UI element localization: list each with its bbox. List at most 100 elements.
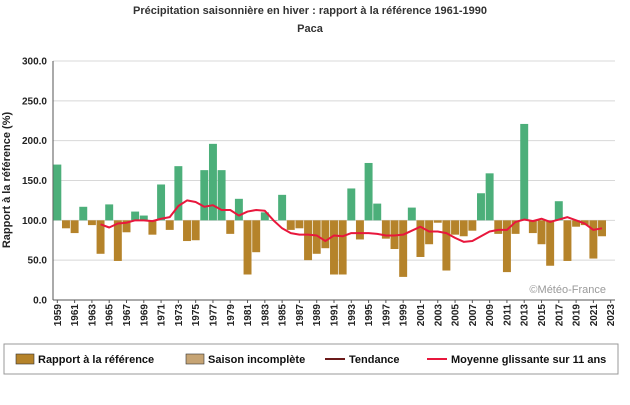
x-tick-label: 1987	[295, 304, 306, 327]
chart-subtitle: Paca	[297, 23, 324, 35]
bar	[520, 123, 529, 221]
bar	[304, 220, 313, 261]
x-tick-label: 2003	[433, 304, 444, 327]
bar	[105, 204, 114, 221]
bar	[442, 220, 451, 271]
watermark: ©Météo-France	[529, 284, 606, 296]
y-tick-label: 50.0	[28, 256, 48, 267]
bar	[537, 220, 546, 245]
x-tick-label: 1965	[105, 304, 116, 327]
bar	[252, 220, 261, 253]
bar	[347, 188, 356, 221]
legend-item-incomplete: Saison incomplète	[185, 353, 305, 366]
bar	[139, 215, 148, 221]
legend-frame	[3, 343, 619, 375]
bar	[416, 220, 425, 257]
x-tick-label: 1977	[208, 304, 219, 327]
bar	[260, 212, 269, 221]
x-tick-label: 1969	[139, 304, 150, 327]
x-tick-label: 1985	[278, 304, 289, 327]
x-tick-label: 2013	[520, 304, 531, 327]
bar	[200, 170, 209, 221]
x-tick-label: 1999	[399, 304, 410, 327]
bar	[546, 220, 555, 266]
x-tick-label: 1979	[226, 304, 237, 327]
bar	[528, 220, 537, 234]
bar	[208, 143, 217, 221]
bar	[113, 220, 122, 261]
bar	[563, 220, 572, 261]
bar	[494, 220, 503, 234]
x-tick-label: 1975	[191, 304, 202, 327]
bar	[234, 198, 243, 221]
bar	[53, 164, 62, 221]
bar	[589, 220, 598, 259]
bar	[554, 201, 563, 221]
x-tick-label: 1959	[53, 304, 64, 327]
bar	[191, 220, 200, 241]
bar	[321, 220, 330, 249]
legend-label-incomplete: Saison incomplète	[208, 354, 305, 366]
x-tick-label: 2023	[606, 304, 617, 327]
bar	[295, 220, 304, 229]
bar	[278, 194, 287, 221]
legend-label-tendance: Tendance	[349, 354, 400, 366]
bar	[226, 220, 235, 234]
bar	[148, 220, 157, 235]
bar	[174, 166, 183, 221]
bar	[451, 220, 460, 235]
y-axis-label: Rapport à la référence (%)	[1, 112, 13, 249]
bar	[373, 203, 382, 221]
x-tick-label: 2011	[502, 304, 513, 326]
x-tick-label: 2001	[416, 304, 427, 327]
x-tick-label: 2015	[537, 304, 548, 327]
x-tick-label: 1967	[122, 304, 133, 327]
bar	[312, 220, 321, 254]
bar	[165, 220, 174, 230]
x-axis-ticks: 1959 1961 1963 1965 1967 1969 1971 1973 1975 1977…	[53, 300, 617, 326]
bar	[122, 220, 131, 233]
bars	[53, 123, 606, 277]
y-tick-label: 300.0	[22, 57, 47, 68]
bar	[131, 211, 140, 221]
bar	[477, 193, 485, 221]
legend-swatch-incomplete	[185, 353, 205, 365]
bar	[355, 220, 364, 240]
x-tick-label: 1971	[157, 304, 168, 327]
y-axis-ticks: 0.0 50.0 100.0 150.0 200.0 250.0 300.0	[22, 57, 47, 307]
x-tick-label: 1997	[381, 304, 392, 327]
bar	[157, 184, 166, 221]
x-tick-label: 1989	[312, 304, 323, 327]
bar	[330, 220, 338, 275]
bar	[502, 220, 511, 273]
legend-item-tendance: Tendance	[325, 354, 400, 366]
bar	[79, 206, 88, 221]
bar	[468, 220, 477, 231]
bar	[433, 220, 442, 223]
bar	[381, 220, 390, 239]
bar	[364, 162, 373, 221]
bar	[286, 220, 295, 230]
y-tick-label: 250.0	[22, 96, 47, 107]
bar	[399, 220, 408, 277]
bar	[96, 220, 105, 254]
x-tick-label: 1991	[330, 304, 341, 327]
bar	[70, 220, 79, 234]
x-tick-label: 1973	[174, 304, 185, 327]
legend-swatch-rapport	[15, 353, 35, 365]
chart-title: Précipitation saisonnière en hiver : rap…	[133, 5, 487, 17]
bar	[217, 170, 226, 221]
legend-label-rapport: Rapport à la référence	[38, 354, 154, 366]
bar	[243, 220, 252, 275]
legend-item-moyenne: Moyenne glissante sur 11 ans	[427, 354, 606, 366]
legend-label-moyenne: Moyenne glissante sur 11 ans	[451, 354, 606, 366]
x-tick-label: 1981	[243, 304, 254, 327]
moving-average-path	[100, 199, 603, 243]
x-tick-label: 2019	[572, 304, 583, 327]
bar	[87, 220, 96, 226]
x-tick-label: 2017	[554, 304, 565, 327]
x-tick-label: 1993	[347, 304, 358, 327]
bar	[183, 220, 191, 242]
bar	[407, 207, 416, 221]
bar	[572, 220, 581, 227]
